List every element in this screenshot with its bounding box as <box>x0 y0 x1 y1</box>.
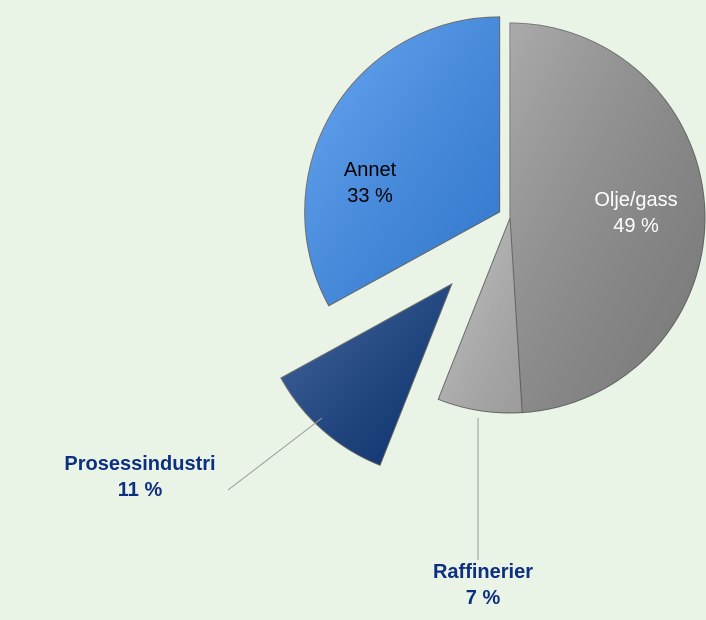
slice-shine <box>438 218 523 414</box>
slice-value-label: 11 % <box>118 479 163 501</box>
slice-shine <box>510 23 705 413</box>
slice-value-label: 7 % <box>466 587 501 609</box>
slice-label: Olje/gass <box>594 189 677 211</box>
leader-line <box>227 417 323 491</box>
slice-label: Annet <box>344 159 397 181</box>
slice-label: Prosessindustri <box>64 453 215 475</box>
slice-shine <box>280 284 452 466</box>
slice-value-label: 49 % <box>613 215 659 237</box>
slice-value-label: 33 % <box>347 185 393 207</box>
slice-shine <box>304 16 500 306</box>
slice-label: Raffinerier <box>433 561 533 583</box>
